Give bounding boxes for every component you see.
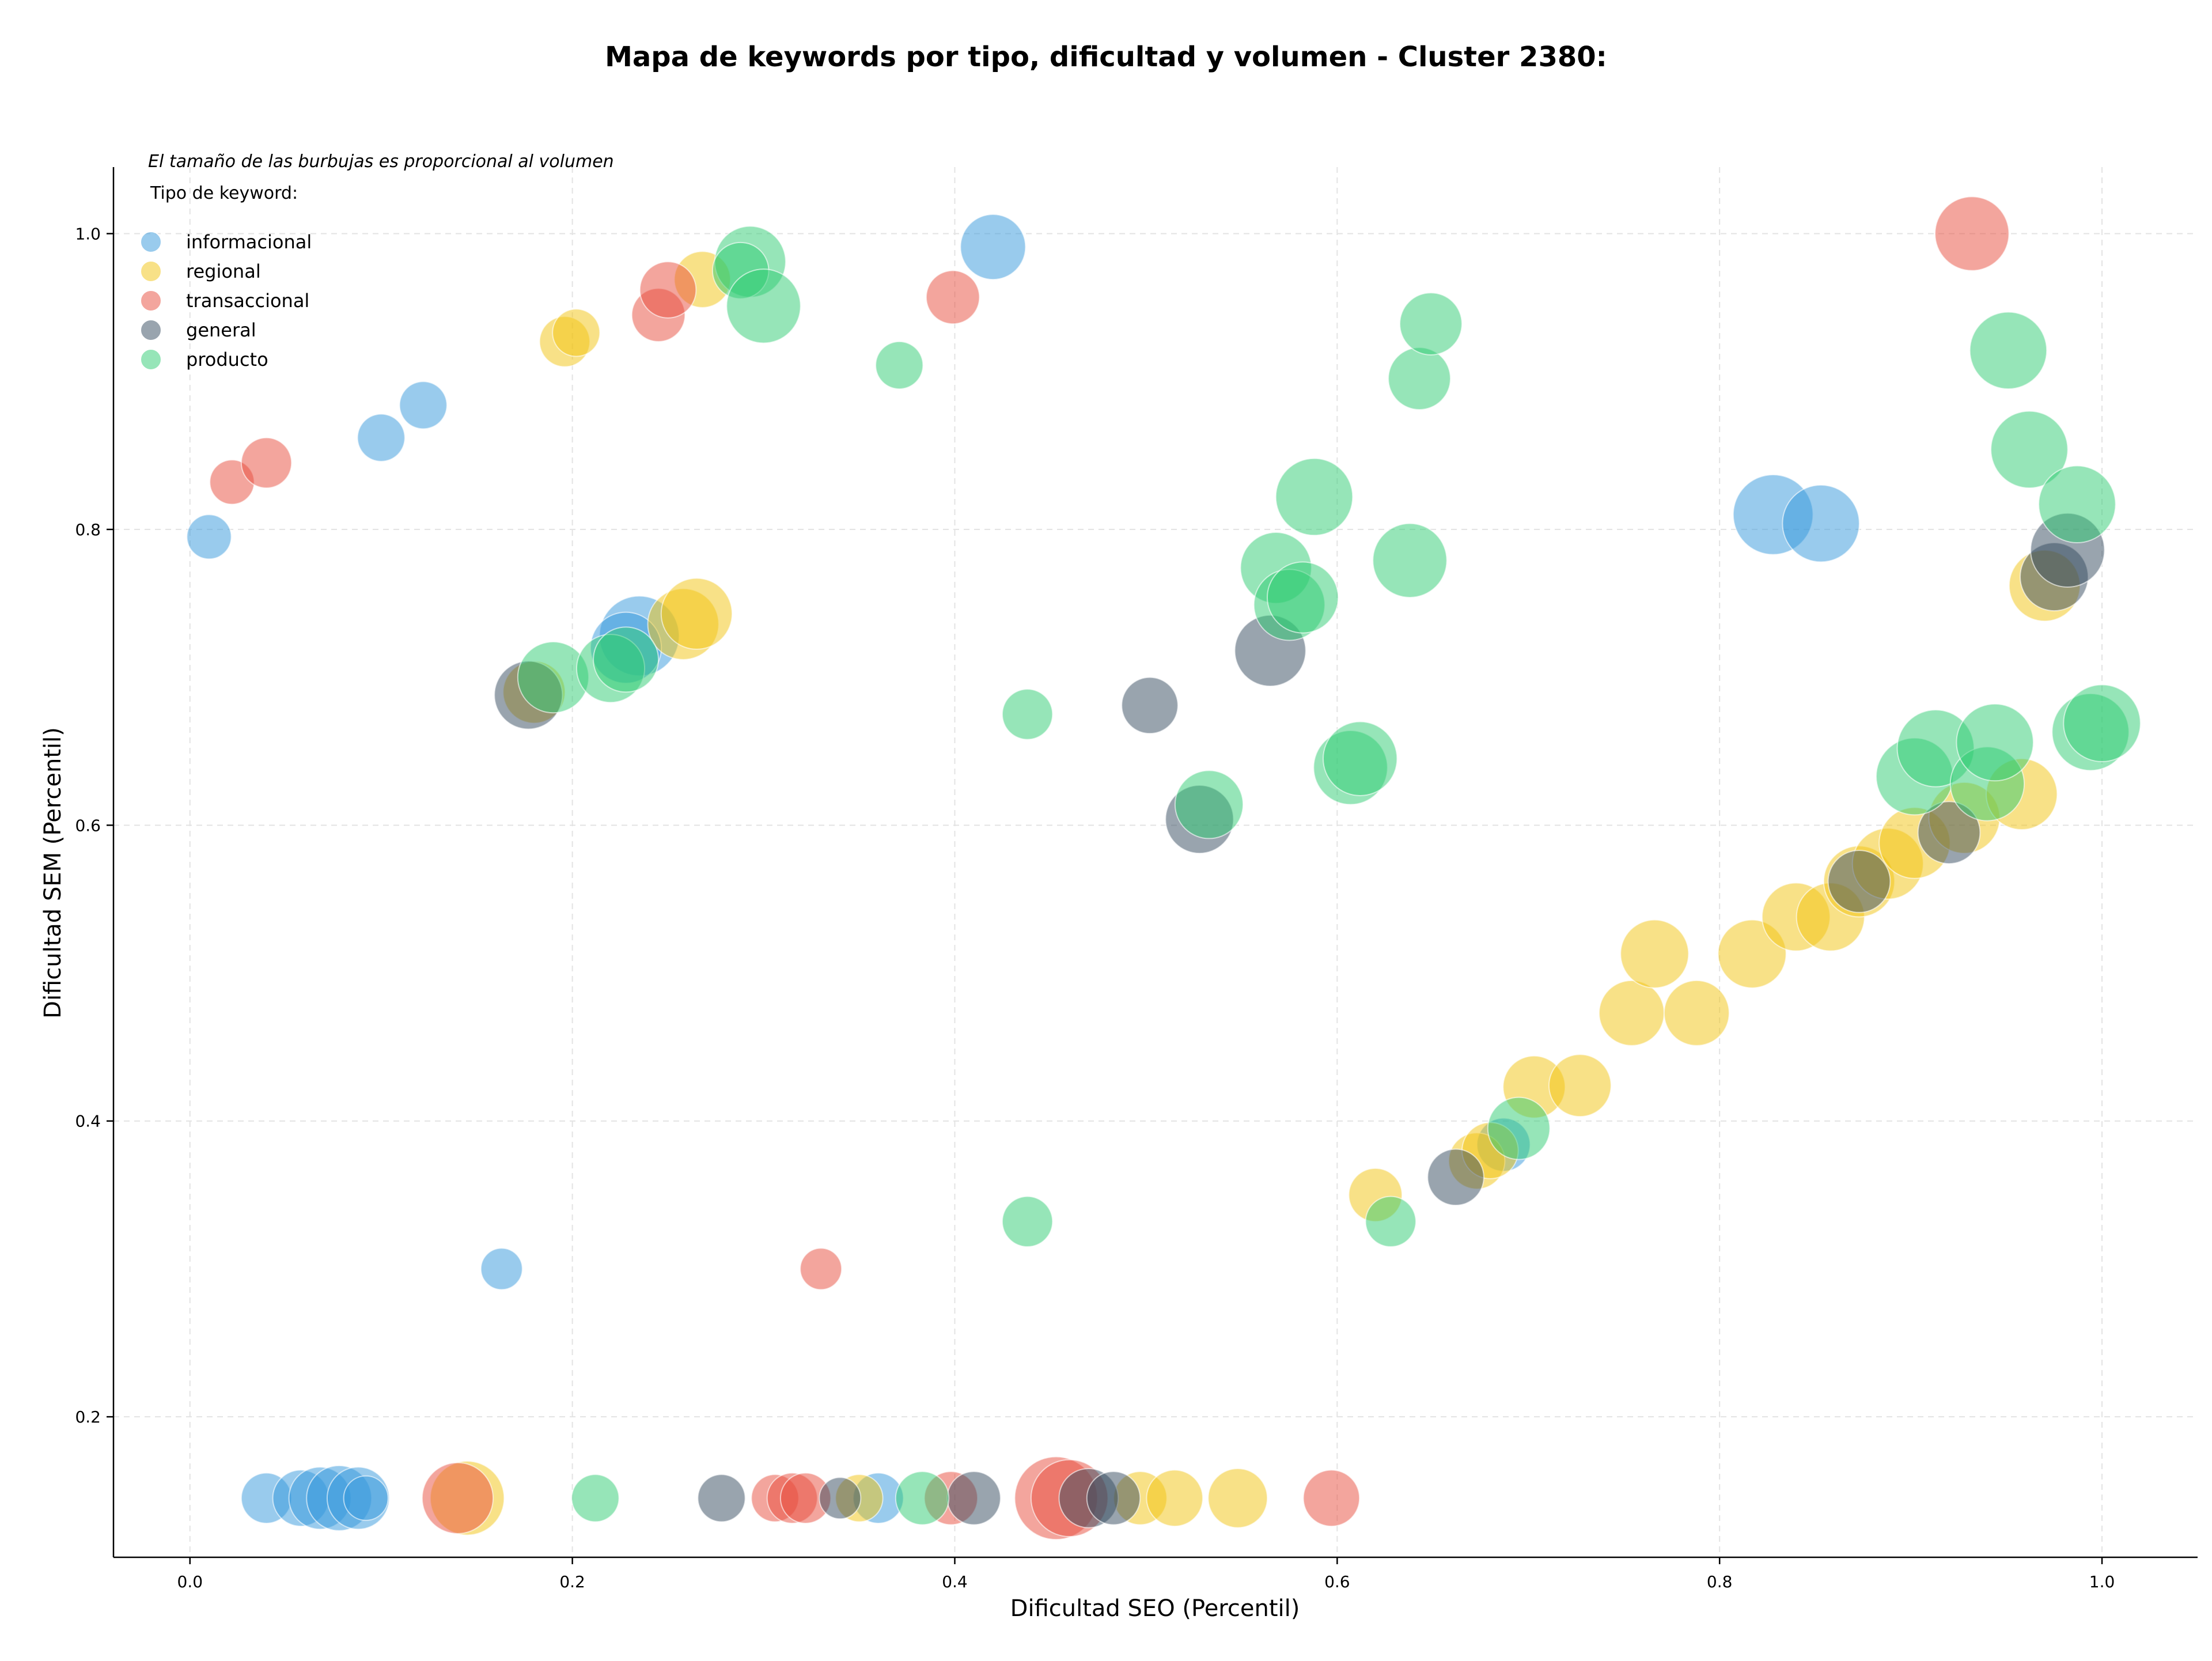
- bubble-producto: [2038, 465, 2116, 544]
- bubble-producto: [1275, 457, 1354, 536]
- axes: 0.0 0.2 0.4 0.6 0.8 1.0 0.2 0.4 0.6 0.8 1.0: [75, 167, 2198, 1591]
- legend-label-informacional: informacional: [186, 231, 312, 253]
- bubble-regional: [1599, 979, 1665, 1046]
- legend-marker-transaccional: [140, 290, 162, 312]
- bubble-regional: [660, 577, 733, 650]
- legend-label-general: general: [186, 319, 256, 341]
- grid: [113, 167, 2198, 1557]
- bubble-general: [1427, 1148, 1484, 1206]
- bubble-producto: [1487, 1096, 1551, 1160]
- bubble-general: [1827, 849, 1891, 913]
- x-tick-label: 1.0: [2089, 1572, 2115, 1591]
- bubble-producto: [1969, 311, 2048, 390]
- y-tick-label: 0.2: [75, 1408, 101, 1427]
- x-tick-label: 0.2: [559, 1572, 585, 1591]
- bubble-informacional: [960, 214, 1027, 281]
- bubble-general: [697, 1474, 746, 1523]
- bubble-producto: [1956, 703, 2034, 782]
- bubble-producto: [1399, 292, 1463, 356]
- bubble-producto: [593, 626, 660, 693]
- bubble-regional: [1207, 1467, 1268, 1528]
- x-tick-label: 0.4: [942, 1572, 968, 1591]
- bubble-transaccional: [800, 1247, 843, 1291]
- bubble-transaccional: [639, 261, 697, 319]
- bubble-regional: [552, 308, 601, 357]
- legend-marker-general: [140, 319, 162, 341]
- bubble-regional: [1146, 1469, 1203, 1527]
- bubble-producto: [895, 1471, 950, 1526]
- bubble-regional: [1548, 1054, 1612, 1118]
- legend-marker-informacional: [140, 231, 162, 253]
- bubble-general: [1086, 1471, 1141, 1526]
- bubble-informacional: [480, 1247, 523, 1291]
- legend: Tipo de keyword: informacional regional tr…: [140, 183, 312, 370]
- legend-label-regional: regional: [186, 260, 261, 282]
- bubble-transaccional: [1302, 1469, 1361, 1527]
- bubble-transaccional: [240, 437, 293, 489]
- bubble-general: [946, 1471, 1001, 1526]
- bubble-producto: [726, 268, 801, 344]
- legend-marker-regional: [140, 260, 162, 282]
- y-tick-label: 0.4: [75, 1112, 101, 1131]
- bubble-informacional: [357, 413, 406, 462]
- bubble-informacional: [186, 514, 232, 560]
- bubble-general: [819, 1477, 862, 1520]
- bubble-producto: [1001, 1195, 1054, 1247]
- y-axis-label: Dificultad SEM (Percentil): [40, 727, 66, 1019]
- bubble-producto: [1990, 410, 2069, 489]
- bubble-regional: [1620, 919, 1690, 989]
- bubble-transaccional: [925, 270, 980, 325]
- y-tick-label: 0.6: [75, 816, 101, 835]
- legend-label-transaccional: transaccional: [186, 290, 309, 312]
- bubble-producto: [571, 1474, 620, 1523]
- bubble-transaccional: [421, 1462, 494, 1534]
- y-tick-label: 0.8: [75, 520, 101, 539]
- bubble-producto: [1322, 721, 1398, 796]
- bubble-producto: [2063, 684, 2141, 762]
- bubble-producto: [1174, 770, 1244, 839]
- bubble-producto: [1388, 347, 1451, 410]
- bubble-informacional: [399, 381, 448, 430]
- legend-label-producto: producto: [186, 349, 268, 370]
- bubble-producto: [1266, 561, 1339, 634]
- x-axis-label: Dificultad SEO (Percentil): [1010, 1595, 1300, 1622]
- bubble-producto: [1365, 1195, 1416, 1247]
- chart-title: Mapa de keywords por tipo, dificultad y …: [605, 41, 1607, 73]
- bubble-informacional: [1782, 484, 1860, 563]
- x-tick-label: 0.6: [1324, 1572, 1350, 1591]
- bubble-transaccional: [1934, 196, 2010, 271]
- bubble-producto: [875, 340, 924, 390]
- bubble-general: [1917, 801, 1981, 865]
- bubble-regional: [1663, 979, 1730, 1046]
- bubble-producto: [1372, 523, 1448, 598]
- bubble-producto: [1001, 688, 1054, 740]
- bubble-informacional: [343, 1475, 389, 1521]
- bubbles: [186, 196, 2141, 1541]
- x-tick-label: 0.0: [177, 1572, 203, 1591]
- bubble-size-note: El tamaño de las burbujas es proporciona…: [148, 152, 614, 172]
- legend-title: Tipo de keyword:: [150, 183, 298, 203]
- x-tick-label: 0.8: [1707, 1572, 1733, 1591]
- legend-marker-producto: [140, 349, 162, 370]
- y-tick-label: 1.0: [75, 225, 101, 244]
- bubble-general: [1121, 676, 1179, 735]
